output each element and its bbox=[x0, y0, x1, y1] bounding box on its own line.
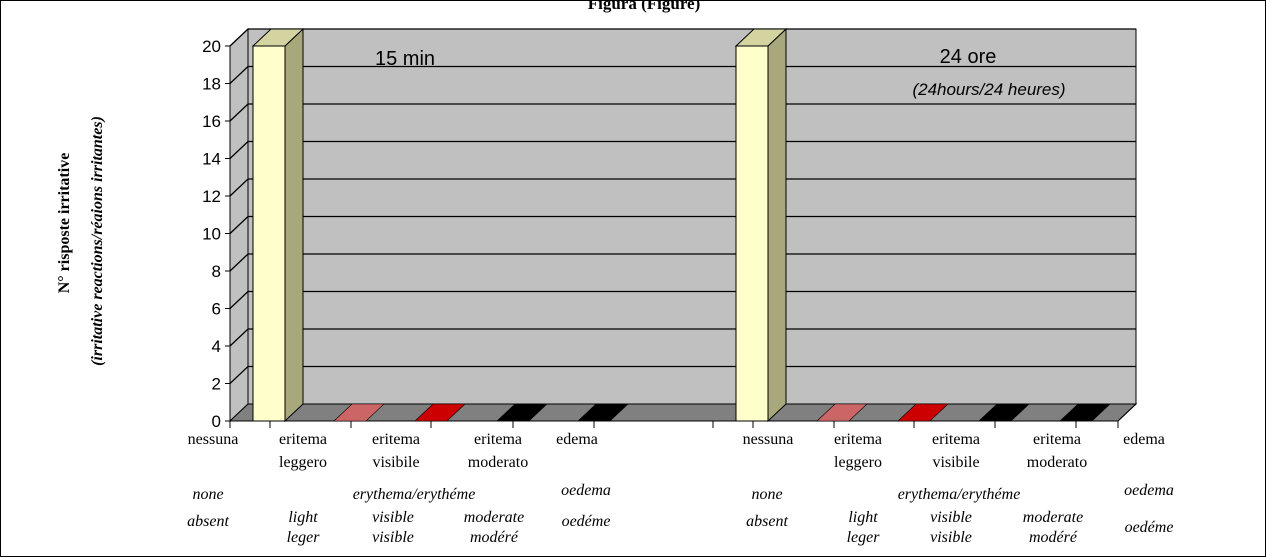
category-label: moderato bbox=[1027, 454, 1087, 471]
translation-label: erythema/erythéme bbox=[353, 486, 476, 503]
bar-side bbox=[767, 27, 787, 423]
gridlines bbox=[229, 28, 1136, 384]
bar bbox=[251, 27, 305, 423]
bar-flat bbox=[414, 403, 466, 422]
bar-top bbox=[734, 28, 788, 47]
gridline bbox=[229, 103, 1136, 122]
translation-label: moderate bbox=[464, 509, 524, 526]
translation-label: visible bbox=[372, 529, 414, 546]
gridline bbox=[229, 328, 1136, 347]
category-label: nessuna bbox=[188, 431, 239, 448]
category-label: nessuna bbox=[743, 431, 794, 448]
gridline bbox=[229, 290, 1136, 309]
category-label: eritema bbox=[474, 431, 522, 448]
bar-flat bbox=[333, 403, 385, 422]
y-tick-label: 16 bbox=[202, 112, 221, 131]
bar bbox=[897, 403, 949, 422]
translation-label: leger bbox=[847, 529, 881, 546]
translation-label: moderate bbox=[1023, 509, 1083, 526]
translation-label: light bbox=[288, 509, 318, 526]
category-label: edema bbox=[1123, 431, 1165, 448]
category-label: edema bbox=[556, 431, 598, 448]
translation-label: visible bbox=[372, 509, 414, 526]
y-tick-label: 14 bbox=[202, 150, 221, 169]
translation-label: none bbox=[751, 486, 782, 503]
panel2-sublabel: (24hours/24 heures) bbox=[912, 80, 1065, 99]
translation-label: erythema/erythéme bbox=[898, 486, 1021, 503]
category-labels-panel1: nessuna eritema leggero eritema visibile… bbox=[187, 431, 611, 546]
panel1-label: 15 min bbox=[375, 48, 435, 70]
y-tick-label: 2 bbox=[212, 375, 221, 394]
y-tick-label: 6 bbox=[212, 300, 221, 319]
bar bbox=[577, 403, 629, 422]
bar bbox=[333, 403, 385, 422]
bar-flat bbox=[816, 403, 868, 422]
bar-side bbox=[284, 27, 304, 423]
y-axis-ticks: 0 2 4 6 8 10 12 14 16 18 20 bbox=[202, 37, 1137, 431]
category-label: eritema bbox=[372, 431, 420, 448]
category-label: moderato bbox=[468, 454, 528, 471]
y-tick-label: 20 bbox=[202, 37, 221, 56]
bar-flat bbox=[897, 403, 949, 422]
bar bbox=[496, 403, 548, 422]
translation-label: visible bbox=[930, 529, 972, 546]
translation-label: oedéme bbox=[1125, 519, 1174, 536]
panel2-label: 24 ore bbox=[940, 46, 997, 68]
gridline bbox=[229, 215, 1136, 234]
gridline bbox=[229, 178, 1136, 197]
bar-front bbox=[735, 45, 769, 422]
bar bbox=[1059, 403, 1111, 422]
category-label: visibile bbox=[372, 454, 419, 471]
y-axis-label: N° risposte irritative bbox=[56, 153, 73, 294]
category-label: eritema bbox=[932, 431, 980, 448]
category-label: leggero bbox=[279, 454, 327, 471]
bar-front bbox=[252, 45, 286, 422]
translation-label: absent bbox=[746, 513, 788, 530]
gridline bbox=[229, 140, 1136, 159]
bar-flat bbox=[978, 403, 1030, 422]
translation-label: oedema bbox=[561, 482, 611, 499]
gridline bbox=[229, 365, 1136, 384]
translation-label: none bbox=[192, 486, 223, 503]
gridline bbox=[229, 253, 1136, 272]
category-label: eritema bbox=[279, 431, 327, 448]
category-label: leggero bbox=[834, 454, 882, 471]
y-tick-label: 0 bbox=[212, 412, 221, 431]
chart-title: Figura (Figure) bbox=[588, 1, 701, 13]
y-tick-label: 8 bbox=[212, 262, 221, 281]
bar bbox=[734, 27, 788, 423]
y-tick-label: 4 bbox=[212, 337, 221, 356]
translation-label: oedéme bbox=[562, 513, 611, 530]
gridline bbox=[229, 65, 1136, 84]
y-axis-sublabel: (irritative reactions/réaions irritantes… bbox=[89, 116, 106, 366]
bar bbox=[978, 403, 1030, 422]
translation-label: modéré bbox=[470, 529, 519, 546]
bar bbox=[816, 403, 868, 422]
bar-flat bbox=[496, 403, 548, 422]
category-label: eritema bbox=[834, 431, 882, 448]
translation-label: absent bbox=[187, 513, 229, 530]
category-label: visibile bbox=[932, 454, 979, 471]
category-label: eritema bbox=[1033, 431, 1081, 448]
translation-label: leger bbox=[287, 529, 321, 546]
bar bbox=[414, 403, 466, 422]
translation-label: oedema bbox=[1124, 482, 1174, 499]
y-tick-label: 18 bbox=[202, 75, 221, 94]
bar-flat bbox=[1059, 403, 1111, 422]
category-labels-panel2: nessuna eritema leggero eritema visibile… bbox=[743, 431, 1174, 546]
y-tick-label: 10 bbox=[202, 225, 221, 244]
bar-flat bbox=[577, 403, 629, 422]
bars bbox=[251, 27, 1111, 423]
translation-label: visible bbox=[930, 509, 972, 526]
gridline bbox=[229, 28, 1136, 47]
x-axis-depth bbox=[1117, 403, 1137, 422]
bar-top bbox=[251, 28, 305, 47]
y-tick-label: 12 bbox=[202, 187, 221, 206]
translation-label: modéré bbox=[1029, 529, 1078, 546]
translation-label: light bbox=[848, 509, 878, 526]
